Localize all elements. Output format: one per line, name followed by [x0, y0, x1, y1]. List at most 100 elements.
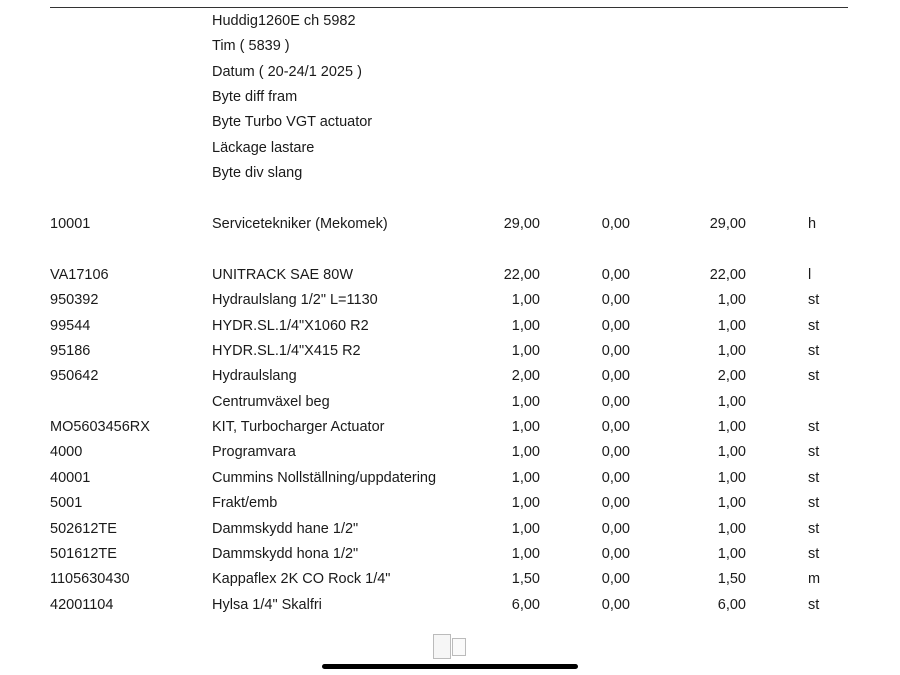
quantity-2: 0,00: [601, 545, 630, 562]
quantity-3: 1,00: [717, 495, 746, 512]
item-description: HYDR.SL.1/4"X415 R2: [212, 343, 361, 360]
table-row: 1105630430 Kappaflex 2K CO Rock 1/4" 1,50 0…: [0, 569, 900, 589]
unit: st: [808, 317, 820, 334]
quantity: 6,00: [511, 596, 540, 613]
table-row: 950642 Hydraulslang 2,00 0,00 2,00 st: [0, 366, 900, 386]
header-line: Läckage lastare: [212, 139, 315, 156]
item-description: Centrumväxel beg: [212, 393, 330, 410]
unit: st: [808, 520, 820, 537]
item-code: MO5603456RX: [50, 419, 150, 436]
quantity-3: 1,00: [717, 545, 746, 562]
item-code: 40001: [50, 469, 91, 486]
quantity-2: 0,00: [601, 469, 630, 486]
quantity-3: 1,00: [717, 469, 746, 486]
quantity: 1,00: [511, 444, 540, 461]
unit: l: [808, 267, 812, 283]
unit: st: [808, 368, 820, 385]
item-description: Dammskydd hane 1/2": [212, 520, 359, 537]
item-code: 950642: [50, 368, 99, 385]
top-divider: [50, 7, 848, 8]
quantity-2: 0,00: [601, 495, 630, 512]
quantity: 1,00: [511, 495, 540, 512]
quantity: 1,50: [511, 571, 540, 588]
page-thumbnail-icon[interactable]: [452, 638, 466, 656]
quantity-3: 29,00: [709, 216, 746, 232]
quantity-2: 0,00: [601, 444, 630, 461]
quantity-2: 0,00: [601, 343, 630, 360]
item-code: 5001: [50, 495, 83, 512]
table-row: 42001104 Hylsa 1/4" Skalfri 6,00 0,00 6,00 st: [0, 595, 900, 615]
unit: st: [808, 343, 820, 360]
table-row: 502612TE Dammskydd hane 1/2" 1,00 0,00 1,00 s…: [0, 519, 900, 539]
quantity-2: 0,00: [601, 571, 630, 588]
quantity: 1,00: [511, 317, 540, 334]
table-row: 4000 Programvara 1,00 0,00 1,00 st: [0, 442, 900, 462]
unit: st: [808, 419, 820, 436]
quantity: 1,00: [511, 292, 540, 309]
header-line: Tim ( 5839 ): [212, 38, 290, 55]
quantity-2: 0,00: [601, 216, 630, 232]
quantity-2: 0,00: [601, 393, 630, 410]
quantity-3: 1,00: [717, 393, 746, 410]
table-row: 501612TE Dammskydd hona 1/2" 1,00 0,00 1,00 s…: [0, 544, 900, 564]
page-thumbnail-icon[interactable]: [433, 634, 451, 659]
quantity-2: 0,00: [601, 292, 630, 309]
unit: m: [808, 571, 821, 588]
item-code: 42001104: [50, 596, 114, 613]
table-row: MO5603456RX KIT, Turbocharger Actuator 1,0…: [0, 417, 900, 437]
item-description: HYDR.SL.1/4"X1060 R2: [212, 317, 369, 334]
quantity-2: 0,00: [601, 267, 630, 283]
quantity-2: 0,00: [601, 520, 630, 537]
unit: h: [808, 216, 817, 232]
quantity-2: 0,00: [601, 596, 630, 613]
quantity-3: 1,00: [717, 520, 746, 537]
item-code: 501612TE: [50, 545, 117, 562]
quantity: 29,00: [503, 216, 540, 232]
unit: st: [808, 545, 820, 562]
quantity-3: 2,00: [717, 368, 746, 385]
unit: st: [808, 444, 820, 461]
quantity-2: 0,00: [601, 368, 630, 385]
unit: st: [808, 495, 820, 512]
item-code: 1105630430: [50, 571, 130, 588]
item-code: 95186: [50, 343, 91, 360]
quantity: 1,00: [511, 393, 540, 410]
item-description: Kappaflex 2K CO Rock 1/4": [212, 571, 391, 588]
quantity: 1,00: [511, 520, 540, 537]
item-description: Frakt/emb: [212, 495, 278, 512]
quantity: 22,00: [503, 267, 540, 283]
quantity: 1,00: [511, 469, 540, 486]
quantity-3: 1,50: [717, 571, 746, 588]
item-code: 502612TE: [50, 520, 117, 537]
item-description: KIT, Turbocharger Actuator: [212, 419, 385, 436]
unit: st: [808, 292, 820, 309]
header-line: Byte diff fram: [212, 89, 298, 106]
quantity-3: 1,00: [717, 343, 746, 360]
home-indicator[interactable]: [322, 664, 578, 669]
quantity-3: 1,00: [717, 292, 746, 309]
item-description: Servicetekniker (Mekomek): [212, 216, 388, 232]
item-description: Hydraulslang 1/2" L=1130: [212, 292, 378, 309]
table-row: 10001 Servicetekniker (Mekomek) 29,00 0,00 2…: [0, 214, 900, 234]
quantity: 1,00: [511, 545, 540, 562]
unit: st: [808, 469, 820, 486]
table-row: Centrumväxel beg 1,00 0,00 1,00: [0, 392, 900, 412]
quantity: 1,00: [511, 419, 540, 436]
table-row: 950392 Hydraulslang 1/2" L=1130 1,00 0,00 1,…: [0, 290, 900, 310]
quantity: 1,00: [511, 343, 540, 360]
quantity-2: 0,00: [601, 317, 630, 334]
header-line: Huddig1260E ch 5982: [212, 13, 356, 29]
header-line: Byte div slang: [212, 165, 303, 182]
table-row: 5001 Frakt/emb 1,00 0,00 1,00 st: [0, 493, 900, 513]
table-row: 40001 Cummins Nollställning/uppdatering 1,…: [0, 468, 900, 488]
quantity-3: 1,00: [717, 419, 746, 436]
item-description: UNITRACK SAE 80W: [212, 267, 353, 283]
item-description: Programvara: [212, 444, 296, 461]
quantity-3: 6,00: [717, 596, 746, 613]
item-description: Dammskydd hona 1/2": [212, 545, 359, 562]
item-code: 99544: [50, 317, 91, 334]
item-code: 4000: [50, 444, 83, 461]
quantity-3: 1,00: [717, 317, 746, 334]
unit: st: [808, 596, 820, 613]
quantity: 2,00: [511, 368, 540, 385]
